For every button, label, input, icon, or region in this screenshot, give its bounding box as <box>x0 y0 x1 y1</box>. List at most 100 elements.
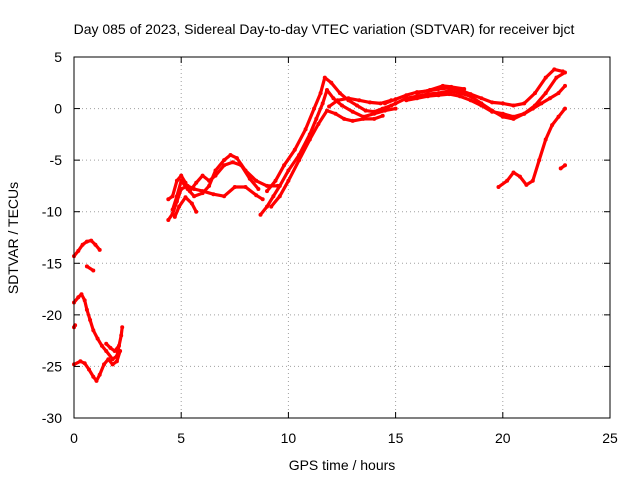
data-point <box>322 75 327 80</box>
data-point <box>88 318 93 322</box>
data-point <box>97 372 102 377</box>
y-tick-label: -10 <box>42 204 62 220</box>
data-point <box>194 180 199 185</box>
data-point <box>543 75 548 80</box>
data-point <box>200 191 205 196</box>
data-point <box>87 367 91 372</box>
data-point <box>277 194 282 199</box>
data-point <box>427 88 432 92</box>
data-point <box>479 96 484 101</box>
plot-frame <box>73 56 611 419</box>
data-point <box>222 194 227 199</box>
x-tick-label: 15 <box>388 430 404 446</box>
data-point <box>76 295 81 300</box>
data-point <box>93 242 98 247</box>
data-point <box>404 98 409 103</box>
data-point <box>277 183 282 188</box>
data-point <box>552 67 557 72</box>
data-point <box>112 349 117 353</box>
data-point <box>537 158 542 163</box>
data-point <box>271 194 276 199</box>
data-point <box>350 118 355 123</box>
data-point <box>543 91 548 96</box>
data-point <box>479 103 484 108</box>
data-point <box>104 341 109 346</box>
data-point <box>192 194 197 199</box>
data-point <box>119 333 124 338</box>
data-point <box>355 103 359 108</box>
data-point <box>170 211 175 216</box>
data-point <box>183 195 188 200</box>
data-point <box>393 106 398 111</box>
data-point <box>425 94 430 99</box>
data-point <box>172 214 177 219</box>
data-point <box>183 180 188 185</box>
data-point <box>404 93 409 98</box>
data-point <box>393 97 398 102</box>
data-point <box>76 248 81 253</box>
y-tick-label: -5 <box>50 152 63 168</box>
data-point <box>84 264 89 269</box>
data-point <box>260 197 265 202</box>
x-tick-label: 5 <box>177 430 185 446</box>
data-point <box>496 185 501 189</box>
data-point <box>108 345 113 350</box>
data-point <box>563 163 567 168</box>
data-point <box>79 292 84 297</box>
data-point <box>230 160 235 165</box>
data-point <box>200 173 205 178</box>
x-axis-label: GPS time / hours <box>289 457 396 473</box>
data-point <box>91 374 96 379</box>
data-point <box>518 174 522 179</box>
data-point <box>239 163 244 168</box>
y-tick-label: 5 <box>54 49 62 65</box>
data-point <box>490 100 495 105</box>
data-point <box>436 93 441 98</box>
data-point <box>207 183 212 188</box>
data-point <box>177 204 182 209</box>
data-point <box>213 173 218 178</box>
data-point <box>286 168 291 173</box>
data-point <box>189 201 194 206</box>
data-traces <box>72 67 567 383</box>
x-tick-label: 10 <box>281 430 297 446</box>
data-point <box>563 106 567 111</box>
data-point <box>120 325 125 330</box>
x-tick-label: 0 <box>70 430 78 446</box>
data-point <box>292 147 297 152</box>
data-point <box>327 104 332 109</box>
data-point <box>325 108 329 113</box>
data-point <box>462 87 467 91</box>
y-tick-label: 0 <box>54 101 62 117</box>
data-point <box>337 91 342 96</box>
data-point <box>174 194 179 199</box>
data-point <box>82 361 87 366</box>
data-point <box>207 178 212 183</box>
data-point <box>342 116 347 121</box>
data-point <box>382 101 387 106</box>
data-point <box>314 116 319 121</box>
data-point <box>194 209 199 214</box>
data-point <box>102 362 106 367</box>
data-point <box>211 192 216 197</box>
y-tick-label: -25 <box>42 358 62 374</box>
data-point <box>447 92 452 97</box>
data-point <box>222 163 227 168</box>
data-point <box>558 166 563 171</box>
axis-ticks: 0 5 10 15 20 25 5 0 -5 -10 -15 -20 -25 -30 <box>42 49 618 446</box>
data-point <box>378 101 383 106</box>
data-point <box>110 362 115 367</box>
data-point <box>500 111 505 116</box>
data-point <box>166 218 171 222</box>
trace-arc-4b <box>265 76 393 193</box>
data-point <box>511 170 516 175</box>
y-tick-label: -30 <box>42 410 62 426</box>
data-point <box>340 103 344 108</box>
data-point <box>318 91 323 96</box>
data-point <box>82 298 87 303</box>
y-tick-label: -20 <box>42 307 62 323</box>
data-point <box>449 84 454 89</box>
data-point <box>511 103 516 108</box>
data-point <box>505 178 510 183</box>
data-point <box>440 83 445 88</box>
